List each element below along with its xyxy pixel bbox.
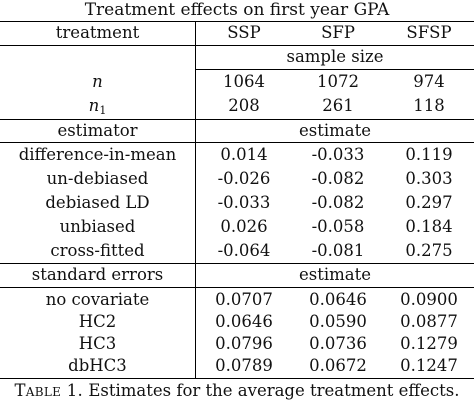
estimate-ssp: -0.064	[217, 241, 271, 260]
estimator-label: unbiased	[59, 217, 136, 236]
estimator-header-label: estimator	[57, 121, 138, 140]
estimate-ssp: -0.033	[217, 193, 271, 212]
n-sfsp: 974	[413, 72, 445, 91]
estimate-ssp: -0.026	[217, 169, 271, 188]
se-ssp: 0.0796	[215, 334, 273, 353]
estimate-sfp: -0.058	[311, 217, 365, 236]
estimate-ssp: 0.026	[220, 217, 268, 236]
sample-size-label: sample size	[286, 47, 384, 66]
se-sfp: 0.0646	[309, 290, 367, 309]
se-sfsp: 0.1247	[400, 356, 458, 375]
se-label: dbHC3	[68, 356, 127, 375]
caption-text: Estimates for the average treatment effe…	[83, 381, 460, 400]
rule-vertical	[195, 21, 196, 379]
estimator-label: cross-fitted	[50, 241, 145, 260]
estimate-ssp: 0.014	[220, 145, 268, 164]
header-treatment: treatment	[55, 23, 140, 42]
se-ssp: 0.0646	[215, 312, 273, 331]
se-sfsp: 0.0877	[400, 312, 458, 331]
estimate-sfp: -0.033	[311, 145, 365, 164]
se-header-row: standard errors estimate	[0, 264, 474, 286]
n1-sfsp: 118	[413, 96, 445, 115]
n-ssp: 1064	[223, 72, 265, 91]
rule-bottom	[0, 378, 474, 379]
n1-subscript: 1	[99, 104, 107, 117]
se-label: no covariate	[45, 290, 150, 309]
estimator-header-span: estimate	[298, 121, 372, 140]
caption-label: Table 1.	[14, 381, 84, 400]
table-row: debiased LD -0.033 -0.082 0.297	[0, 192, 474, 214]
se-label: HC2	[78, 312, 117, 331]
table-title: Treatment effects on first year GPA	[84, 0, 390, 20]
n-sfp: 1072	[317, 72, 359, 91]
rule-estimator-header	[0, 142, 474, 143]
header-row: treatment SSP SFP SFSP	[0, 22, 474, 44]
n-row: n 1064 1072 974	[0, 71, 474, 93]
table-row: cross-fitted -0.064 -0.081 0.275	[0, 240, 474, 262]
estimate-sfsp: 0.119	[405, 145, 453, 164]
table-row: unbiased 0.026 -0.058 0.184	[0, 216, 474, 238]
rule-header	[0, 45, 474, 46]
header-ssp: SSP	[227, 23, 261, 42]
se-sfp: 0.0736	[309, 334, 367, 353]
header-sfsp: SFSP	[406, 23, 452, 42]
table-row: HC2 0.0646 0.0590 0.0877	[0, 311, 474, 333]
rule-after-estimators	[0, 263, 474, 264]
sample-size-row: sample size	[0, 46, 474, 68]
se-ssp: 0.0789	[215, 356, 273, 375]
estimator-label: difference-in-mean	[18, 145, 177, 164]
n1-ssp: 208	[228, 96, 260, 115]
n1-sfp: 261	[322, 96, 354, 115]
estimator-label: debiased LD	[45, 193, 150, 212]
rule-after-n	[0, 119, 474, 120]
se-sfsp: 0.1279	[400, 334, 458, 353]
se-sfsp: 0.0900	[400, 290, 458, 309]
table-row: difference-in-mean 0.014 -0.033 0.119	[0, 144, 474, 166]
estimator-label: un-debiased	[46, 169, 149, 188]
n-label: n	[0, 71, 195, 93]
estimate-sfp: -0.081	[311, 241, 365, 260]
estimate-sfsp: 0.297	[405, 193, 453, 212]
estimate-sfsp: 0.184	[405, 217, 453, 236]
estimate-sfsp: 0.303	[405, 169, 453, 188]
rule-sample-size	[196, 69, 474, 70]
se-sfp: 0.0672	[309, 356, 367, 375]
header-sfp: SFP	[321, 23, 355, 42]
estimator-header-row: estimator estimate	[0, 120, 474, 142]
se-label: HC3	[78, 334, 117, 353]
rule-se-header	[0, 287, 474, 288]
table-caption: Table 1. Estimates for the average treat…	[0, 379, 474, 402]
table-row: un-debiased -0.026 -0.082 0.303	[0, 168, 474, 190]
estimate-sfsp: 0.275	[405, 241, 453, 260]
n1-label: n1	[0, 95, 195, 117]
n1-symbol: n	[88, 96, 100, 115]
estimate-sfp: -0.082	[311, 169, 365, 188]
table-row: no covariate 0.0707 0.0646 0.0900	[0, 289, 474, 311]
n-symbol: n	[92, 72, 103, 91]
se-header-span: estimate	[298, 265, 372, 284]
se-ssp: 0.0707	[215, 290, 273, 309]
rule-top	[0, 21, 474, 22]
se-header-label: standard errors	[31, 265, 164, 284]
n1-row: n1 208 261 118	[0, 95, 474, 117]
estimate-sfp: -0.082	[311, 193, 365, 212]
table-row: HC3 0.0796 0.0736 0.1279	[0, 333, 474, 355]
se-sfp: 0.0590	[309, 312, 367, 331]
table-row: dbHC3 0.0789 0.0672 0.1247	[0, 355, 474, 377]
